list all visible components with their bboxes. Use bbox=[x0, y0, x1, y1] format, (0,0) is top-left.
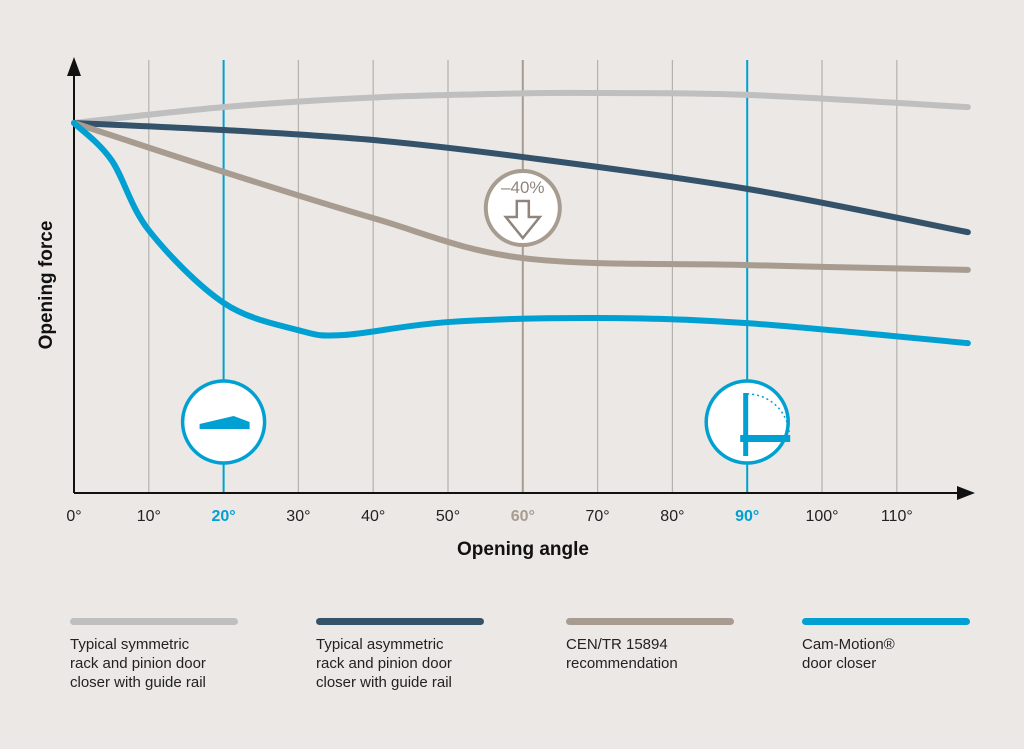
door-shape bbox=[199, 416, 250, 429]
x-tick-label: 70° bbox=[585, 508, 609, 525]
legend-label: Cam-Motion® door closer bbox=[802, 636, 895, 672]
legend-label: Typical asymmetric rack and pinion door cl… bbox=[316, 636, 452, 691]
frame-shape bbox=[740, 435, 791, 442]
y-axis-title: Opening force bbox=[36, 221, 57, 350]
legend-swatch bbox=[802, 618, 970, 625]
x-tick-label: 10° bbox=[137, 508, 161, 525]
x-axis-arrow bbox=[957, 486, 975, 500]
series-line bbox=[71, 120, 971, 347]
reduction-badge: –40% bbox=[483, 169, 562, 247]
legend-swatch bbox=[70, 618, 238, 625]
x-tick-label: 90° bbox=[735, 508, 759, 525]
x-tick-label: 20° bbox=[211, 508, 235, 525]
x-tick-label: 110° bbox=[881, 508, 913, 525]
arrow-down-icon bbox=[503, 199, 543, 240]
door-fully-open-icon bbox=[704, 379, 791, 465]
series-line bbox=[71, 89, 971, 126]
x-tick-label: 50° bbox=[436, 508, 460, 525]
legend-label: Typical symmetric rack and pinion door clo… bbox=[70, 636, 206, 691]
swing-arc bbox=[747, 393, 790, 435]
series-line bbox=[71, 120, 971, 273]
legend-item: Cam-Motion® door closer bbox=[802, 618, 1002, 673]
door-shape bbox=[743, 393, 749, 456]
legend-item: CEN/TR 15894 recommendation bbox=[566, 618, 766, 673]
legend-item: Typical asymmetric rack and pinion door cl… bbox=[316, 618, 516, 692]
x-tick-label: 100° bbox=[805, 508, 838, 525]
x-tick-label: 40° bbox=[361, 508, 385, 525]
legend-label: CEN/TR 15894 recommendation bbox=[566, 636, 678, 672]
legend-swatch bbox=[316, 618, 484, 625]
legend-swatch bbox=[566, 618, 734, 625]
legend-item: Typical symmetric rack and pinion door clo… bbox=[70, 618, 270, 692]
door-slightly-open-icon bbox=[180, 379, 267, 465]
x-tick-label: 80° bbox=[660, 508, 684, 525]
x-tick-label: 30° bbox=[286, 508, 310, 525]
y-axis-arrow bbox=[67, 57, 81, 76]
reduction-label: –40% bbox=[501, 178, 544, 197]
series-line bbox=[71, 120, 971, 236]
x-tick-label: 60° bbox=[511, 508, 535, 525]
x-tick-label: 0° bbox=[66, 508, 81, 525]
x-axis-title: Opening angle bbox=[457, 539, 589, 560]
